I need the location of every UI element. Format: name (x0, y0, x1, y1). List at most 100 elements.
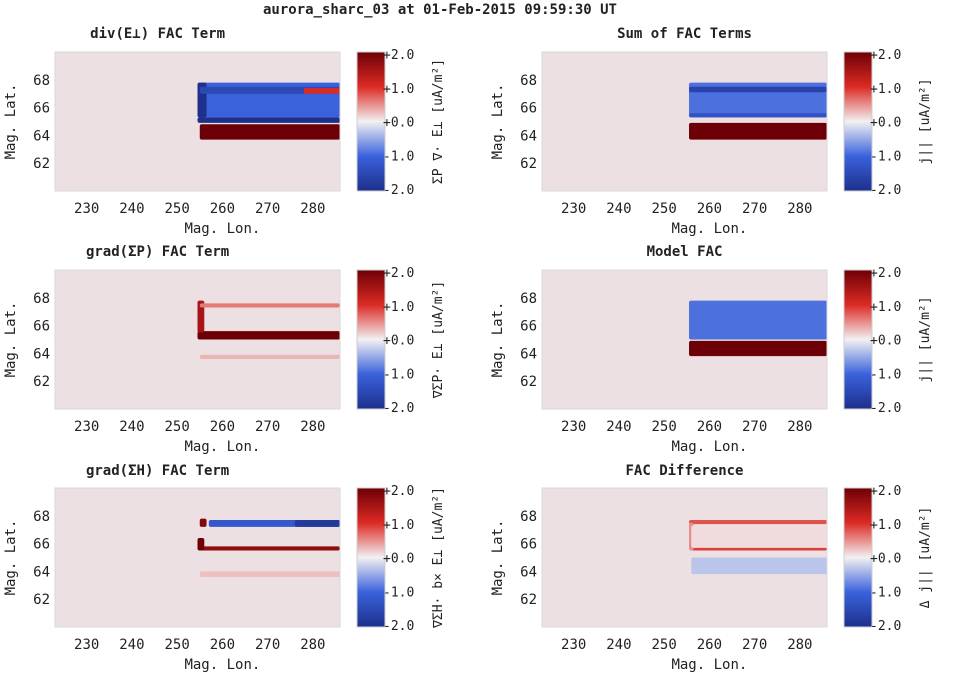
y-tick-label: 68 (33, 509, 50, 525)
x-axis-label: Mag. Lon. (184, 439, 260, 455)
colorbar (843, 51, 873, 192)
x-tick-label: 250 (651, 201, 676, 217)
x-axis-label: Mag. Lon. (184, 657, 260, 673)
y-tick-label: 62 (33, 592, 50, 608)
colorbar-tick-label: -1.0 (383, 149, 414, 164)
axes-frame (54, 51, 341, 192)
y-tick-label: 68 (33, 73, 50, 89)
y-tick-label: 68 (520, 73, 537, 89)
heatmap-cell (197, 300, 205, 333)
x-tick-label: 250 (164, 637, 189, 653)
axes-frame (541, 269, 828, 410)
x-tick-label: 260 (210, 637, 235, 653)
y-tick-label: 62 (520, 156, 537, 172)
x-tick-label: 230 (74, 419, 99, 435)
axes-frame (54, 487, 341, 628)
heatmap-cell (689, 340, 827, 357)
colorbar-label: j|| [uA/m²] (918, 78, 933, 164)
chart-title: Sum of FAC Terms (617, 26, 752, 42)
heatmap-panel: Sum of FAC Terms 230 240 250 260 270 280 Mag. L… (490, 26, 933, 237)
x-tick-label: 270 (742, 419, 767, 435)
y-tick-label: 64 (33, 564, 50, 580)
heatmap-cell (199, 303, 340, 308)
heatmap-cell (197, 117, 340, 123)
heatmap-cell (199, 124, 340, 140)
plot-area (55, 488, 340, 627)
heatmap-cell (689, 300, 827, 340)
y-tick-label: 64 (33, 346, 50, 362)
x-tick-label: 270 (742, 201, 767, 217)
x-tick-label: 250 (651, 637, 676, 653)
colorbar (843, 487, 873, 628)
colorbar-tick-label: +0.0 (870, 334, 901, 349)
y-tick-label: 62 (520, 592, 537, 608)
heatmap-panel: grad(ΣH) FAC Term 230 240 250 260 270 280 Mag. … (3, 463, 446, 673)
x-axis-label: Mag. Lon. (671, 657, 747, 673)
x-tick-label: 250 (164, 419, 189, 435)
colorbar (843, 269, 873, 410)
x-tick-label: 260 (697, 419, 722, 435)
y-tick-label: 64 (520, 564, 537, 580)
x-tick-label: 240 (119, 201, 144, 217)
heatmap-cell (689, 122, 827, 140)
axes-frame (541, 51, 828, 192)
x-tick-label: 250 (164, 201, 189, 217)
heatmap-panel: Model FAC 230 240 250 260 270 280 Mag. Lon. 62 64… (490, 244, 933, 455)
colorbar-label: ∇ΣP· E⊥ [uA/m²] (431, 281, 446, 399)
y-tick-label: 66 (33, 319, 50, 335)
y-tick-label: 68 (33, 291, 50, 307)
colorbar-tick-label: -2.0 (383, 619, 414, 634)
heatmap-cell (199, 571, 340, 577)
y-tick-label: 62 (33, 156, 50, 172)
heatmap-cell (197, 538, 205, 551)
colorbar (356, 487, 386, 628)
colorbar-tick-label: +2.0 (383, 484, 414, 499)
colorbar-tick-label: +0.0 (383, 116, 414, 131)
colorbar-tick-label: +2.0 (383, 266, 414, 281)
chart-title: div(E⊥) FAC Term (90, 26, 225, 42)
heatmap-panel: div(E⊥) FAC Term 230 240 250 260 270 280 Mag. L… (3, 26, 446, 237)
colorbar-tick-label: -2.0 (870, 619, 901, 634)
colorbar-tick-label: -2.0 (383, 401, 414, 416)
x-tick-label: 250 (651, 419, 676, 435)
x-tick-label: 240 (606, 419, 631, 435)
y-tick-label: 66 (520, 319, 537, 335)
y-axis-label: Mag. Lat. (3, 302, 19, 378)
y-tick-label: 66 (33, 537, 50, 553)
figure-title: aurora_sharc_03 at 01-Feb-2015 09:59:30 … (263, 2, 617, 18)
x-tick-label: 240 (606, 637, 631, 653)
chart-title: grad(ΣP) FAC Term (86, 244, 229, 260)
colorbar-tick-label: -1.0 (383, 367, 414, 382)
x-tick-label: 280 (787, 637, 812, 653)
x-tick-label: 270 (255, 637, 280, 653)
heatmap-cell (689, 113, 827, 118)
colorbar (356, 269, 386, 410)
x-tick-label: 230 (74, 637, 99, 653)
x-axis-label: Mag. Lon. (184, 221, 260, 237)
colorbar-tick-label: +2.0 (870, 266, 901, 281)
colorbar-tick-label: +0.0 (870, 552, 901, 567)
x-tick-label: 230 (561, 419, 586, 435)
y-tick-label: 64 (520, 346, 537, 362)
colorbar-tick-label: +1.0 (870, 82, 901, 97)
colorbar-tick-label: +0.0 (383, 334, 414, 349)
y-tick-label: 64 (520, 128, 537, 144)
heatmap-cell (199, 518, 207, 527)
y-tick-label: 68 (520, 291, 537, 307)
x-tick-label: 270 (255, 419, 280, 435)
colorbar-tick-label: +1.0 (383, 300, 414, 315)
y-tick-label: 62 (33, 374, 50, 390)
x-tick-label: 280 (300, 637, 325, 653)
x-axis-label: Mag. Lon. (671, 439, 747, 455)
chart-title: Model FAC (647, 244, 723, 260)
x-tick-label: 240 (119, 419, 144, 435)
y-tick-label: 68 (520, 509, 537, 525)
y-tick-label: 66 (520, 537, 537, 553)
heatmap-panel: grad(ΣP) FAC Term 230 240 250 260 270 280 Mag. … (3, 244, 446, 455)
x-tick-label: 260 (697, 637, 722, 653)
heatmap-cell (691, 557, 827, 575)
y-axis-label: Mag. Lat. (3, 84, 19, 160)
heatmap-cell (199, 354, 340, 359)
y-axis-label: Mag. Lat. (490, 520, 506, 596)
